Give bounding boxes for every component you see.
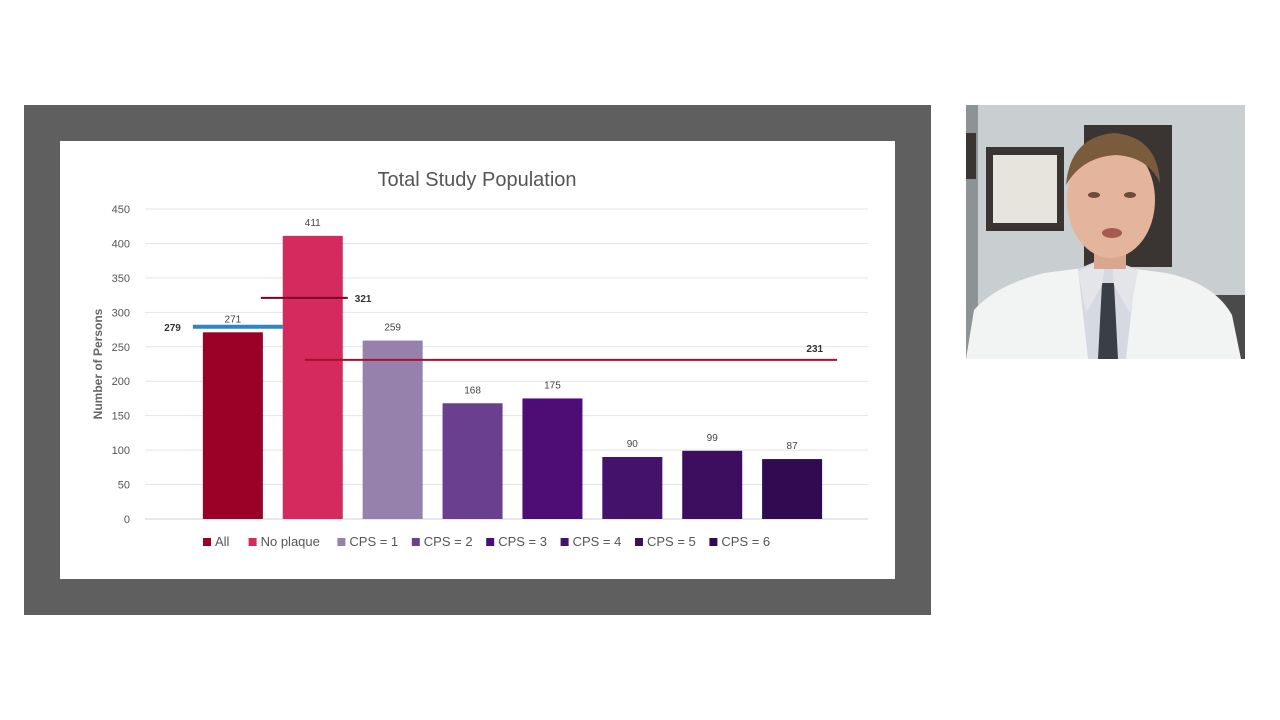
legend-label: CPS = 2: [424, 534, 473, 549]
legend-label: CPS = 6: [721, 534, 770, 549]
legend-label: CPS = 1: [349, 534, 398, 549]
bar-value-label: 168: [464, 385, 481, 396]
bar-cps-2: [442, 403, 503, 519]
presenter-webcam-video: [966, 105, 1245, 359]
legend-swatch: [635, 538, 643, 546]
bar-cps-3: [522, 398, 583, 519]
legend-label: CPS = 3: [498, 534, 547, 549]
bar-no-plaque: [282, 235, 343, 519]
bar-cps-4: [602, 457, 663, 519]
left-eye: [1088, 192, 1100, 198]
frame-edge: [966, 133, 976, 179]
legend-swatch: [560, 538, 569, 546]
y-tick-label: 50: [118, 480, 130, 492]
y-tick-label: 300: [112, 307, 130, 319]
bar-value-label: 411: [305, 218, 321, 229]
bar-value-label: 90: [627, 439, 639, 450]
coat-lapel-right: [1112, 259, 1138, 313]
reference-line-label: 231: [806, 344, 823, 355]
y-tick-label: 150: [112, 411, 130, 423]
y-tick-label: 450: [112, 204, 130, 216]
right-eye: [1124, 192, 1136, 198]
reference-line-label: 279: [164, 323, 181, 334]
legend-label: CPS = 5: [647, 534, 696, 549]
bar-cps-5: [682, 450, 743, 519]
legend-label: No plaque: [261, 534, 320, 549]
bar-value-label: 175: [544, 380, 561, 391]
y-tick-label: 100: [112, 445, 130, 457]
bar-value-label: 271: [225, 314, 242, 325]
bar-chart: Total Study Population 0 50 100 150 200 250 300…: [91, 169, 868, 549]
legend-swatch: [486, 538, 495, 546]
slide: Total Study Population 0 50 100 150 200 250 300…: [60, 141, 895, 579]
bar-value-label: 99: [707, 433, 719, 444]
y-tick-label: 0: [124, 514, 130, 526]
chart-title: Total Study Population: [377, 169, 576, 191]
bar-value-label: 259: [384, 323, 401, 334]
legend-swatch: [248, 538, 257, 546]
bar-cps-6: [762, 459, 823, 519]
y-tick-label: 200: [112, 376, 130, 388]
y-tick-label: 350: [112, 273, 130, 285]
legend-label: All: [215, 534, 230, 549]
y-tick-label: 250: [112, 342, 130, 354]
face: [1067, 142, 1155, 258]
mouth: [1102, 228, 1122, 238]
reference-line-label: 321: [355, 294, 372, 305]
bar-value-label: 87: [787, 441, 799, 452]
diploma-paper-left: [993, 155, 1057, 223]
legend-swatch: [337, 538, 346, 546]
coat-lapel-left: [1078, 259, 1106, 313]
legend-swatch: [411, 538, 420, 546]
y-axis-label: Number of Persons: [91, 308, 105, 419]
legend-label: CPS = 4: [573, 534, 622, 549]
presenter-image: [966, 105, 1245, 359]
bar-cps-1: [362, 340, 423, 519]
legend-swatch: [203, 538, 211, 546]
hair: [1066, 133, 1160, 185]
bar-all: [202, 332, 263, 519]
tie: [1098, 283, 1118, 359]
y-tick-label: 400: [112, 238, 130, 250]
legend-swatch: [709, 538, 718, 546]
